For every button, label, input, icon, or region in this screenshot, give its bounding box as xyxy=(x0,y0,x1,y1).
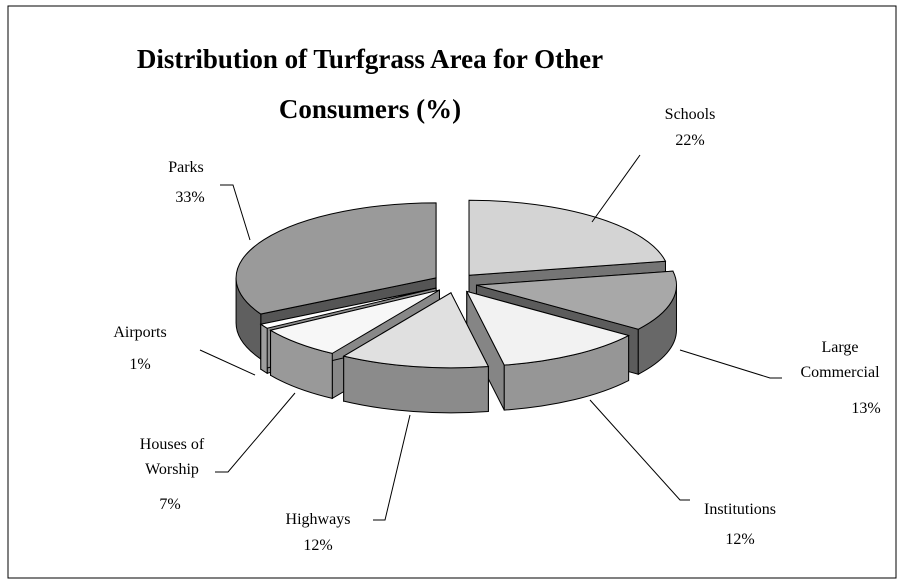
slice-value-label: 13% xyxy=(851,400,881,417)
chart-title: Distribution of Turfgrass Area for Other… xyxy=(136,44,604,124)
slice-label: Large Commercial xyxy=(800,339,880,381)
leader-line xyxy=(591,154,641,223)
slice-value-label: 12% xyxy=(725,531,755,548)
slice xyxy=(269,289,440,354)
slice xyxy=(342,292,490,369)
slice-value-label: 22% xyxy=(675,132,705,149)
slice-value-label: 33% xyxy=(175,189,205,206)
slice-side xyxy=(260,323,268,375)
leader-line xyxy=(589,399,690,501)
leader-line xyxy=(679,349,782,379)
slice-label: Parks xyxy=(168,159,204,176)
leader-line xyxy=(373,414,411,521)
slice-label: Airports xyxy=(113,324,167,341)
chart-border xyxy=(7,5,897,579)
slice xyxy=(476,270,677,330)
slice-label: Institutions xyxy=(703,501,777,518)
leader-line xyxy=(215,392,296,473)
slice xyxy=(235,202,437,315)
slice xyxy=(468,199,667,276)
slice-label: Highways xyxy=(285,511,351,528)
leader-line xyxy=(199,349,256,376)
slice-label: Schools xyxy=(664,106,716,123)
slice-value-label: 12% xyxy=(303,537,333,554)
slice-label: Houses of Worship xyxy=(139,436,205,478)
slice xyxy=(259,287,437,329)
slice xyxy=(465,290,630,366)
slice-value-label: 7% xyxy=(159,496,181,513)
leader-line xyxy=(220,184,251,241)
slice-value-label: 1% xyxy=(129,356,151,373)
